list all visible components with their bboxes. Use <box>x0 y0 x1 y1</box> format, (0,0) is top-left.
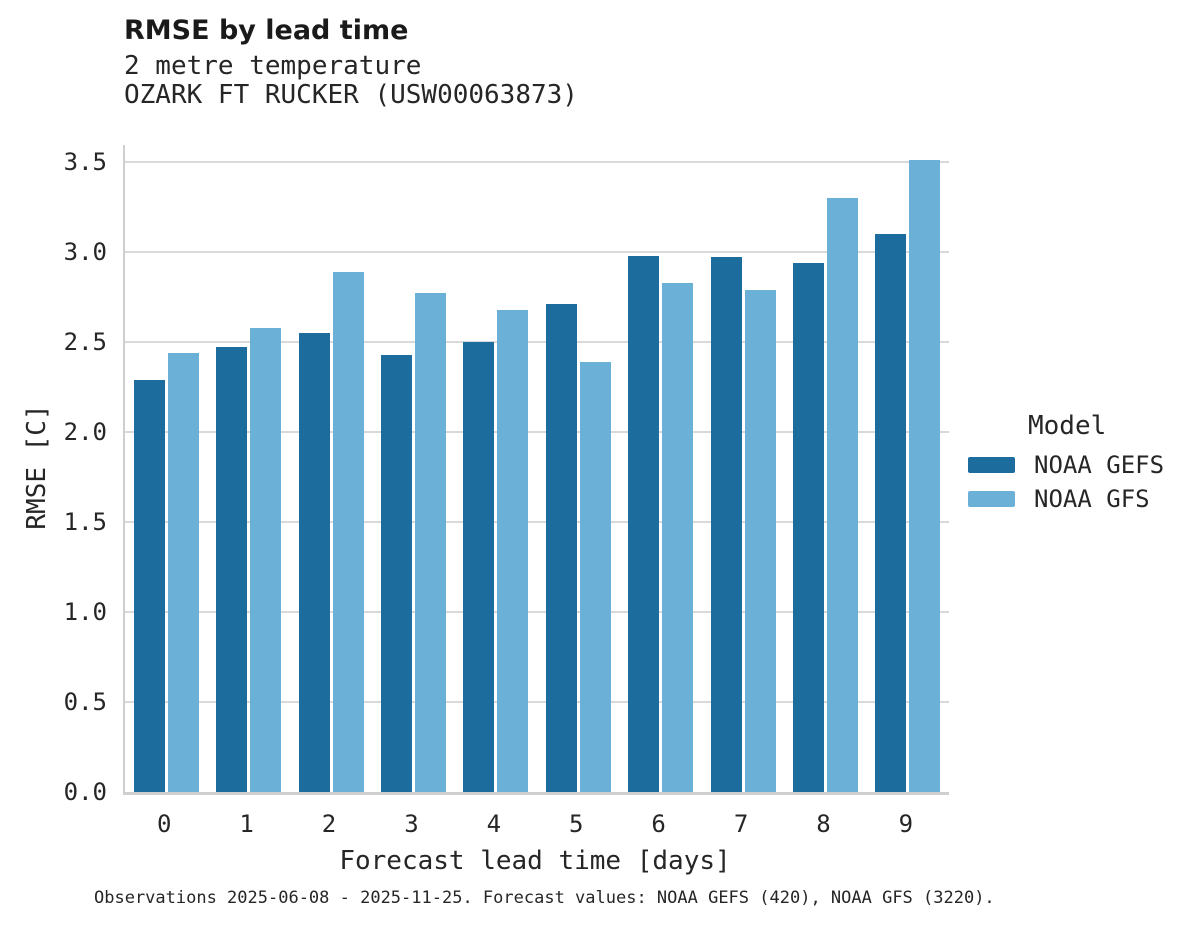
gridline <box>125 521 949 523</box>
bar-group <box>619 145 701 792</box>
title-block: RMSE by lead time 2 metre temperature OZ… <box>124 14 578 110</box>
bar-group <box>784 145 866 792</box>
bar-group <box>125 145 207 792</box>
bar-noaa-gfs <box>250 327 282 792</box>
bar-noaa-gefs <box>298 333 330 792</box>
y-tick-label: 0.0 <box>63 778 107 806</box>
chart-subtitle-variable: 2 metre temperature <box>124 51 422 81</box>
legend-swatch-icon <box>968 491 1015 507</box>
bar-noaa-gfs <box>826 198 858 792</box>
legend-entry: NOAA GFS <box>966 482 1164 516</box>
y-tick-label: 0.5 <box>63 688 107 716</box>
y-tick-label: 2.5 <box>63 328 107 356</box>
x-tick-label: 4 <box>486 810 502 838</box>
legend-swatch-icon <box>968 457 1015 473</box>
bar-noaa-gfs <box>497 309 529 792</box>
legend-entry: NOAA GEFS <box>966 448 1164 482</box>
legend-entry-label: NOAA GEFS <box>1034 451 1165 479</box>
gridline <box>125 341 949 343</box>
gridline <box>125 251 949 253</box>
y-tick-label: 2.0 <box>63 418 107 446</box>
x-tick-label: 3 <box>404 810 419 838</box>
footer-caption: Observations 2025-06-08 - 2025-11-25. Fo… <box>94 888 995 908</box>
bar-noaa-gfs <box>414 293 446 792</box>
x-tick-label: 0 <box>156 810 172 838</box>
gridline <box>125 611 949 613</box>
bar-group <box>372 145 454 792</box>
bar-noaa-gfs <box>744 289 776 792</box>
bar-noaa-gfs <box>909 160 941 792</box>
x-tick-label: 2 <box>321 810 337 838</box>
x-tick-label: 9 <box>898 810 914 838</box>
bar-noaa-gfs <box>167 352 199 792</box>
bar-noaa-gefs <box>710 257 742 792</box>
x-tick-label: 5 <box>569 810 584 838</box>
bar-noaa-gefs <box>380 354 412 792</box>
x-tick-label: 1 <box>239 810 254 838</box>
bar-noaa-gefs <box>545 304 577 792</box>
bar-noaa-gefs <box>792 262 824 792</box>
bar-noaa-gefs <box>463 342 495 792</box>
x-axis-label: Forecast lead time [days] <box>339 846 731 876</box>
bar-noaa-gefs <box>133 379 165 792</box>
y-tick-label: 3.5 <box>63 148 107 176</box>
gridline <box>125 161 949 163</box>
x-tick-label: 6 <box>651 810 666 838</box>
bar-noaa-gefs <box>628 255 660 792</box>
y-tick-label: 1.0 <box>63 598 107 626</box>
gridline <box>125 701 949 703</box>
bar-noaa-gfs <box>662 282 694 792</box>
bar-group <box>455 145 537 792</box>
x-tick-label: 7 <box>733 810 749 838</box>
bar-group <box>702 145 784 792</box>
x-tick-labels: 0 1 2 3 4 5 6 7 8 9 <box>123 810 947 838</box>
bar-noaa-gfs <box>579 361 611 792</box>
legend-entries: NOAA GEFS NOAA GFS <box>966 448 1164 516</box>
gridline <box>125 431 949 433</box>
bar-noaa-gefs <box>216 347 248 792</box>
chart-subtitle-station: OZARK FT RUCKER (USW00063873) <box>124 80 578 110</box>
legend-entry-label: NOAA GFS <box>1034 485 1150 513</box>
y-tick-label: 1.5 <box>63 508 107 536</box>
y-tick-label: 3.0 <box>63 238 107 266</box>
plot-area: 0.0 0.5 1.0 1.5 2.0 2.5 3.0 3.5 <box>64 145 949 806</box>
bar-group <box>290 145 372 792</box>
bar-noaa-gefs <box>875 234 907 792</box>
bar-noaa-gfs <box>332 271 364 792</box>
x-tick-label: 8 <box>816 810 831 838</box>
bar-group <box>537 145 619 792</box>
chart-title: RMSE by lead time <box>124 15 409 46</box>
bar-group <box>867 145 949 792</box>
bar-group <box>207 145 289 792</box>
bars-layer <box>125 145 949 792</box>
legend: Model NOAA GEFS NOAA GFS <box>966 410 1164 516</box>
legend-title: Model <box>1028 411 1107 441</box>
